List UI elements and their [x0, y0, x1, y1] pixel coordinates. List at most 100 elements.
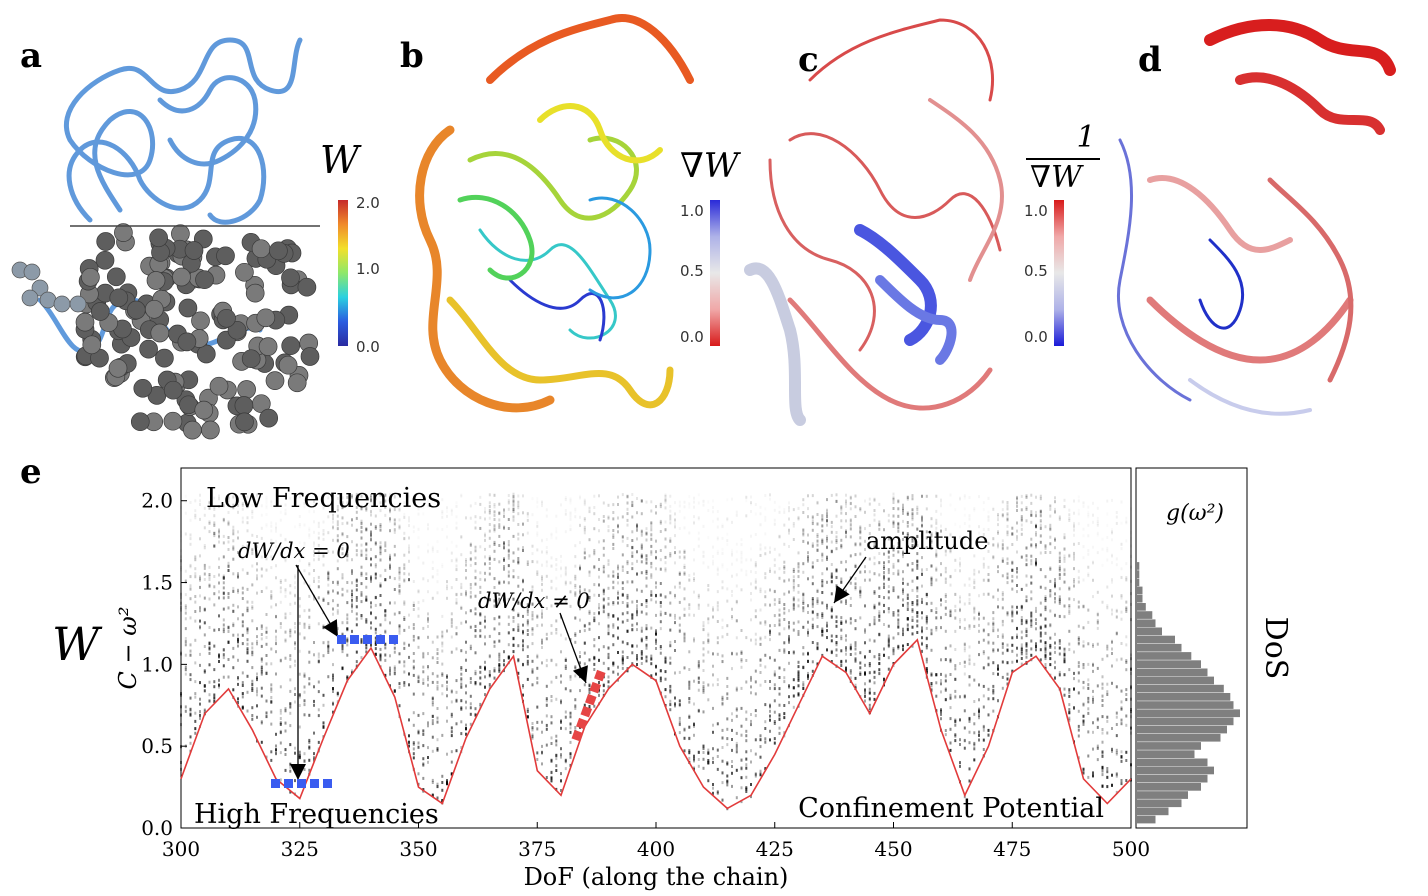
annotation-high-frequencies: High Frequencies — [194, 799, 439, 830]
sphere — [300, 347, 320, 366]
plot-frame — [180, 467, 1132, 829]
marker-flat — [297, 779, 306, 788]
dos-bar — [1136, 717, 1234, 726]
dos-bar — [1136, 684, 1224, 693]
dos-bar — [1136, 676, 1214, 685]
sphere — [227, 320, 247, 340]
dos-bar — [1136, 660, 1201, 668]
dos-bar — [1136, 807, 1169, 816]
spheres-group — [11, 223, 320, 440]
sphere — [183, 420, 202, 440]
colorbar-w-tick: 1.0 — [356, 260, 380, 278]
x-tick-label: 475 — [993, 837, 1031, 861]
colorbar-label-inverse-denominator: ∇W — [1030, 160, 1082, 195]
panel-letter-b: b — [400, 36, 424, 76]
x-tick-label: 400 — [637, 837, 675, 861]
sphere — [265, 371, 285, 390]
sphere — [209, 376, 229, 396]
annotation-confinement-potential: Confinement Potential — [798, 793, 1104, 824]
y-tick-label: 0.5 — [141, 734, 173, 758]
colorbar-inverse-grad-w-tick: 1.0 — [1024, 202, 1048, 220]
gradient-markers — [271, 635, 606, 788]
colorbar-inverse-grad-w-tick: 0.0 — [1024, 328, 1048, 346]
dos-bar — [1136, 799, 1182, 808]
colorbar-label-w: W — [320, 138, 360, 182]
sphere — [155, 348, 174, 368]
sphere — [96, 232, 116, 251]
marker-slope — [571, 729, 584, 742]
x-tick-label: 425 — [756, 837, 794, 861]
colorbar-w-tick: 2.0 — [356, 194, 380, 212]
dos-bar — [1136, 791, 1188, 799]
dos-bar — [1136, 611, 1153, 619]
sphere — [281, 336, 301, 356]
arrow-dw-zero-low — [290, 565, 306, 780]
sphere — [177, 332, 197, 352]
sphere — [149, 228, 168, 248]
marker-flat — [337, 635, 346, 644]
panel-letter-e: e — [20, 452, 42, 492]
sphere — [287, 373, 307, 393]
sphere — [235, 262, 254, 282]
dos-label: g(ω²) — [1166, 501, 1224, 526]
x-tick-label: 300 — [162, 837, 200, 861]
colorbar-grad-w-tick: 1.0 — [680, 202, 704, 220]
dos-bar — [1136, 783, 1201, 791]
sphere — [163, 380, 183, 400]
sphere — [90, 302, 110, 321]
dos-bar — [1136, 586, 1143, 595]
dos-bar — [1136, 594, 1143, 603]
protein-structure-a — [11, 37, 320, 440]
marker-slope — [594, 669, 606, 682]
y-tick-label: 2.0 — [141, 489, 173, 513]
sphere — [81, 267, 100, 287]
annotation-amplitude: amplitude — [866, 527, 988, 555]
confinement-chart: 300 325 350 375 400 425 450 475 500 0.0 0.5 1.0 1.5 2… — [52, 467, 1293, 891]
dos-bar — [1136, 603, 1146, 611]
sphere — [195, 270, 214, 290]
colorbar-grad-w — [710, 200, 720, 346]
confinement-potential-line — [180, 638, 1132, 810]
sphere — [150, 323, 170, 343]
colorbar-w — [338, 200, 348, 346]
w-axis-label: W — [52, 617, 103, 671]
sphere — [194, 400, 214, 420]
marker-slope — [580, 705, 593, 718]
annotation-dw-nonzero: dW/dx ≠ 0 — [478, 589, 590, 613]
sphere — [130, 412, 150, 432]
dos-bar — [1136, 652, 1192, 660]
x-axis-label: DoF (along the chain) — [524, 863, 789, 891]
y-tick-label: 0.0 — [141, 816, 173, 840]
sphere — [139, 339, 158, 359]
dos-bar — [1136, 562, 1140, 570]
arrow-amplitude — [833, 556, 867, 604]
dos-bar — [1136, 758, 1208, 767]
arrow-dw-nonzero — [559, 612, 588, 684]
sphere — [144, 299, 164, 319]
sphere — [106, 267, 126, 287]
colorbar-label-inverse-numerator: 1 — [1076, 120, 1096, 155]
sphere — [108, 358, 128, 378]
dos-bar — [1136, 709, 1240, 718]
dos-bar — [1136, 766, 1214, 775]
protein-structure-c — [744, 18, 1004, 426]
marker-flat — [350, 635, 359, 644]
sphere — [23, 263, 41, 281]
colorbar-inverse-grad-w — [1054, 200, 1064, 346]
marker-flat — [323, 779, 332, 788]
sphere — [184, 241, 204, 260]
marker-flat — [389, 635, 398, 644]
dos-bar — [1136, 693, 1231, 701]
panel-letter-d: d — [1138, 40, 1162, 80]
x-tick-label: 450 — [874, 837, 912, 861]
colorbar-grad-w-tick: 0.5 — [680, 262, 704, 280]
marker-flat — [376, 635, 385, 644]
sphere — [69, 295, 87, 313]
sphere — [281, 268, 300, 288]
dos-bar — [1136, 668, 1208, 677]
sphere — [82, 335, 102, 355]
sphere — [21, 289, 39, 307]
sphere — [109, 288, 129, 308]
y-tick-label: 1.0 — [141, 652, 173, 676]
sphere — [133, 378, 153, 398]
